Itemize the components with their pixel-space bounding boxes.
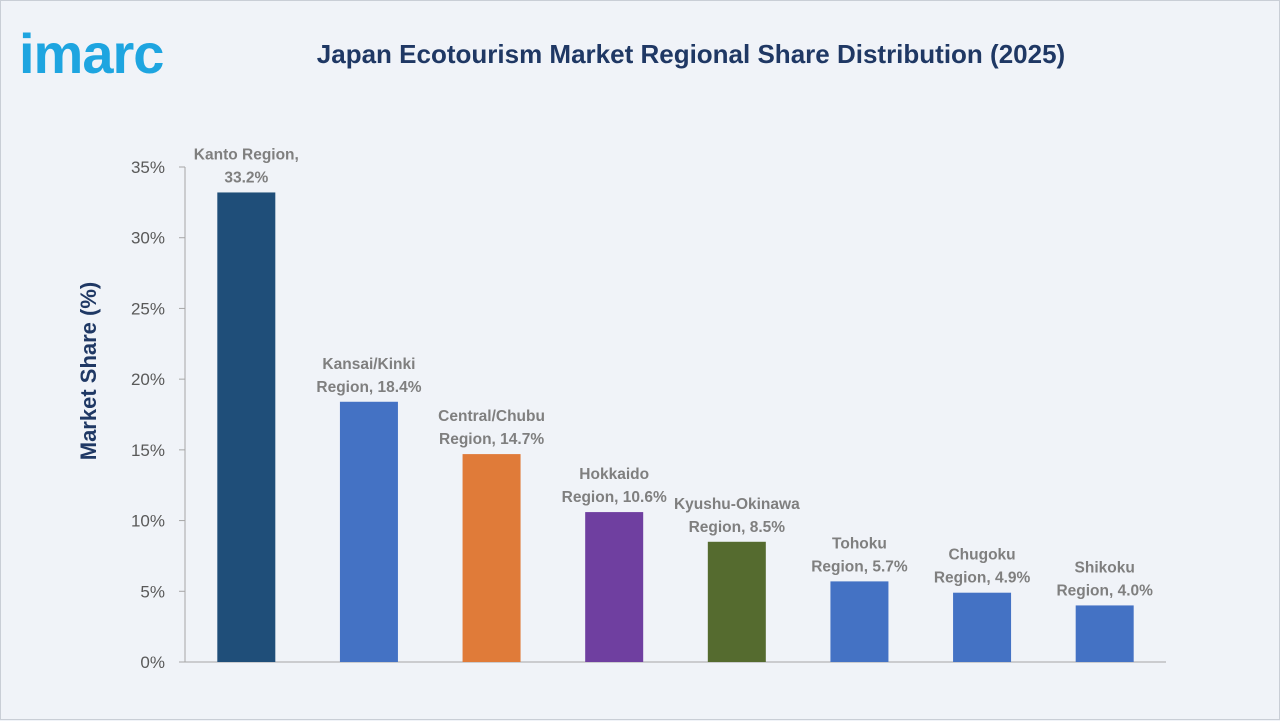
chart-title: Japan Ecotourism Market Regional Share D… (316, 39, 1066, 69)
data-label: Region, 8.5% (689, 519, 786, 536)
bar (953, 592, 1012, 662)
data-label: Kyushu-Okinawa (674, 496, 800, 513)
data-label: Shikoku (1075, 559, 1135, 576)
y-tick-label: 5% (140, 582, 165, 601)
y-tick-label: 10% (131, 512, 165, 531)
y-tick-label: 25% (131, 299, 165, 318)
svg-text:imarc: imarc (19, 22, 163, 83)
y-tick-label: 15% (131, 441, 165, 460)
data-label: Central/Chubu (438, 408, 545, 425)
data-label: Kanto Region, (194, 146, 299, 163)
data-label: Region, 14.7% (439, 431, 544, 448)
bar (585, 512, 644, 662)
bar (1075, 605, 1134, 662)
data-label: Chugoku (948, 547, 1015, 564)
data-label: Kansai/Kinki (322, 356, 415, 373)
data-label: Tohoku (832, 535, 887, 552)
data-label: Region, 5.7% (811, 558, 908, 575)
data-label: Region, 10.6% (562, 489, 667, 506)
data-label: Region, 4.9% (934, 570, 1031, 587)
bar (707, 541, 766, 662)
y-tick-label: 30% (131, 229, 165, 248)
y-tick-label: 20% (131, 370, 165, 389)
data-label: Region, 18.4% (316, 379, 421, 396)
bar (217, 192, 276, 662)
data-label: 33.2% (224, 169, 268, 186)
bar (830, 581, 889, 662)
y-tick-label: 0% (140, 653, 165, 672)
imarc-logo: imarc (19, 22, 164, 83)
y-tick-label: 35% (131, 158, 165, 177)
data-label: Hokkaido (579, 466, 649, 483)
data-label: Region, 4.0% (1056, 582, 1153, 599)
bar (339, 401, 398, 662)
bar (462, 454, 521, 662)
